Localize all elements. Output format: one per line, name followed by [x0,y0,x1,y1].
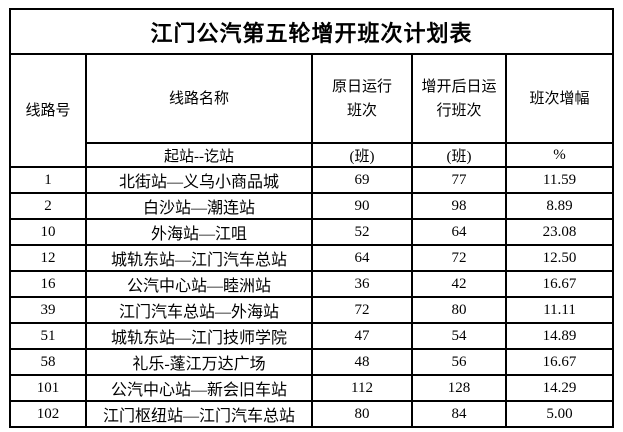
route-name-cell: 礼乐-蓬江万达广场 [85,348,313,376]
table-row: 12 城轨东站—江门汽车总站 64 72 12.50 [9,244,615,272]
bus-schedule-table: 江门公汽第五轮增开班次计划表 线路号 线路名称 原日运行 班次 增开后日运 行班… [8,8,615,428]
original-trips-cell: 48 [311,348,413,376]
route-number-cell: 58 [9,348,87,376]
subheader-row: 起站--讫站 (班) (班) % [10,142,615,168]
original-trips-cell: 64 [311,244,413,272]
subheader-original-trips-unit: (班) [311,142,413,168]
route-name-cell: 白沙站—潮连站 [85,192,313,220]
original-trips-cell: 36 [311,270,413,298]
original-trips-cell: 112 [311,374,413,402]
column-header-route-no: 线路号 [9,53,87,168]
table-row: 16 公汽中心站—睦洲站 36 42 16.67 [9,270,615,298]
column-header-increase-rate: 班次增幅 [504,53,615,144]
increased-trips-cell: 42 [411,270,507,298]
increased-trips-cell: 80 [411,296,507,324]
route-number-cell: 102 [9,400,87,428]
table-row: 58 礼乐-蓬江万达广场 48 56 16.67 [9,348,615,376]
original-trips-cell: 72 [311,296,413,324]
column-header-original-trips: 原日运行 班次 [311,53,413,144]
column-header-increased-trips: 增开后日运 行班次 [411,53,507,144]
increase-rate-cell: 16.67 [504,348,615,376]
schedule-table-sheet: 江门公汽第五轮增开班次计划表 线路号 线路名称 原日运行 班次 增开后日运 行班… [8,8,615,428]
route-name-cell: 江门汽车总站—外海站 [85,296,313,324]
increase-rate-cell: 14.89 [504,322,615,350]
route-name-cell: 江门枢纽站—江门汽车总站 [85,400,313,428]
subheader-increase-rate-unit: % [504,142,615,168]
route-number-cell: 2 [9,192,87,220]
increase-rate-cell: 8.89 [504,192,615,220]
route-name-cell: 公汽中心站—睦洲站 [85,270,313,298]
table-row: 10 外海站—江咀 52 64 23.08 [9,218,615,246]
increased-trips-cell: 64 [411,218,507,246]
route-number-cell: 10 [9,218,87,246]
increased-trips-cell: 77 [411,166,507,194]
table-row: 51 城轨东站—江门技师学院 47 54 14.89 [9,322,615,350]
original-trips-cell: 69 [311,166,413,194]
increased-trips-cell: 54 [411,322,507,350]
title-row: 江门公汽第五轮增开班次计划表 [8,8,615,55]
increased-trips-cell: 128 [411,374,507,402]
route-number-cell: 101 [9,374,87,402]
original-trips-cell: 80 [311,400,413,428]
route-name-cell: 城轨东站—江门汽车总站 [85,244,313,272]
table-row: 102 江门枢纽站—江门汽车总站 80 84 5.00 [9,400,615,428]
subheader-increased-trips-unit: (班) [411,142,507,168]
data-rows: 1 北街站—义乌小商品城 69 77 11.59 2 白沙站—潮连站 90 98… [9,166,615,428]
table-row: 2 白沙站—潮连站 90 98 8.89 [9,192,615,220]
column-header-route-name: 线路名称 [85,53,313,144]
original-trips-cell: 90 [311,192,413,220]
page-title: 江门公汽第五轮增开班次计划表 [8,8,615,55]
increase-rate-cell: 11.11 [504,296,615,324]
original-trips-cell: 52 [311,218,413,246]
route-number-cell: 12 [9,244,87,272]
increase-rate-cell: 23.08 [504,218,615,246]
increased-trips-cell: 84 [411,400,507,428]
increase-rate-cell: 14.29 [504,374,615,402]
route-number-cell: 39 [9,296,87,324]
original-trips-cell: 47 [311,322,413,350]
table-row: 101 公汽中心站—新会旧车站 112 128 14.29 [9,374,615,402]
route-name-cell: 城轨东站—江门技师学院 [85,322,313,350]
route-number-cell: 51 [9,322,87,350]
increased-trips-cell: 56 [411,348,507,376]
increased-trips-cell: 98 [411,192,507,220]
route-name-cell: 北街站—义乌小商品城 [85,166,313,194]
increased-trips-cell: 72 [411,244,507,272]
route-name-cell: 外海站—江咀 [85,218,313,246]
table-row: 39 江门汽车总站—外海站 72 80 11.11 [9,296,615,324]
subheader-route-name-unit: 起站--讫站 [85,142,313,168]
route-name-cell: 公汽中心站—新会旧车站 [85,374,313,402]
route-number-cell: 16 [9,270,87,298]
increase-rate-cell: 16.67 [504,270,615,298]
increase-rate-cell: 5.00 [504,400,615,428]
increase-rate-cell: 11.59 [504,166,615,194]
increase-rate-cell: 12.50 [504,244,615,272]
header-row: 线路号 线路名称 原日运行 班次 增开后日运 行班次 班次增幅 [9,53,615,168]
route-number-cell: 1 [9,166,87,194]
table-row: 1 北街站—义乌小商品城 69 77 11.59 [9,166,615,194]
